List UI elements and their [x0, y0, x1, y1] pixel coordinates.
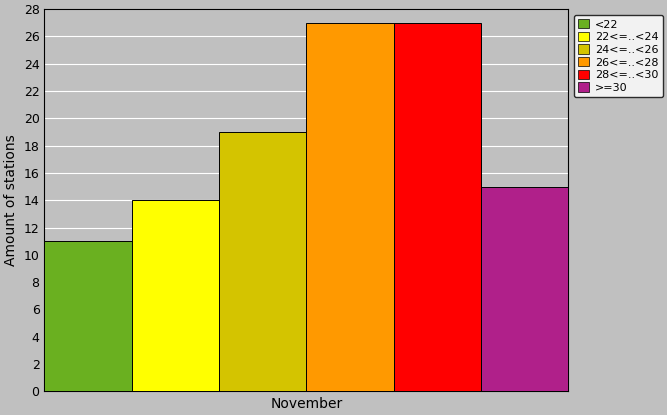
Bar [45, 241, 131, 391]
Bar [394, 23, 481, 391]
Y-axis label: Amount of stations: Amount of stations [4, 134, 18, 266]
Bar [481, 187, 568, 391]
Bar [131, 200, 219, 391]
Legend: <22, 22<=..<24, 24<=..<26, 26<=..<28, 28<=..<30, >=30: <22, 22<=..<24, 24<=..<26, 26<=..<28, 28… [574, 15, 663, 98]
Bar [219, 132, 306, 391]
X-axis label: November: November [270, 397, 342, 411]
Bar [306, 23, 394, 391]
